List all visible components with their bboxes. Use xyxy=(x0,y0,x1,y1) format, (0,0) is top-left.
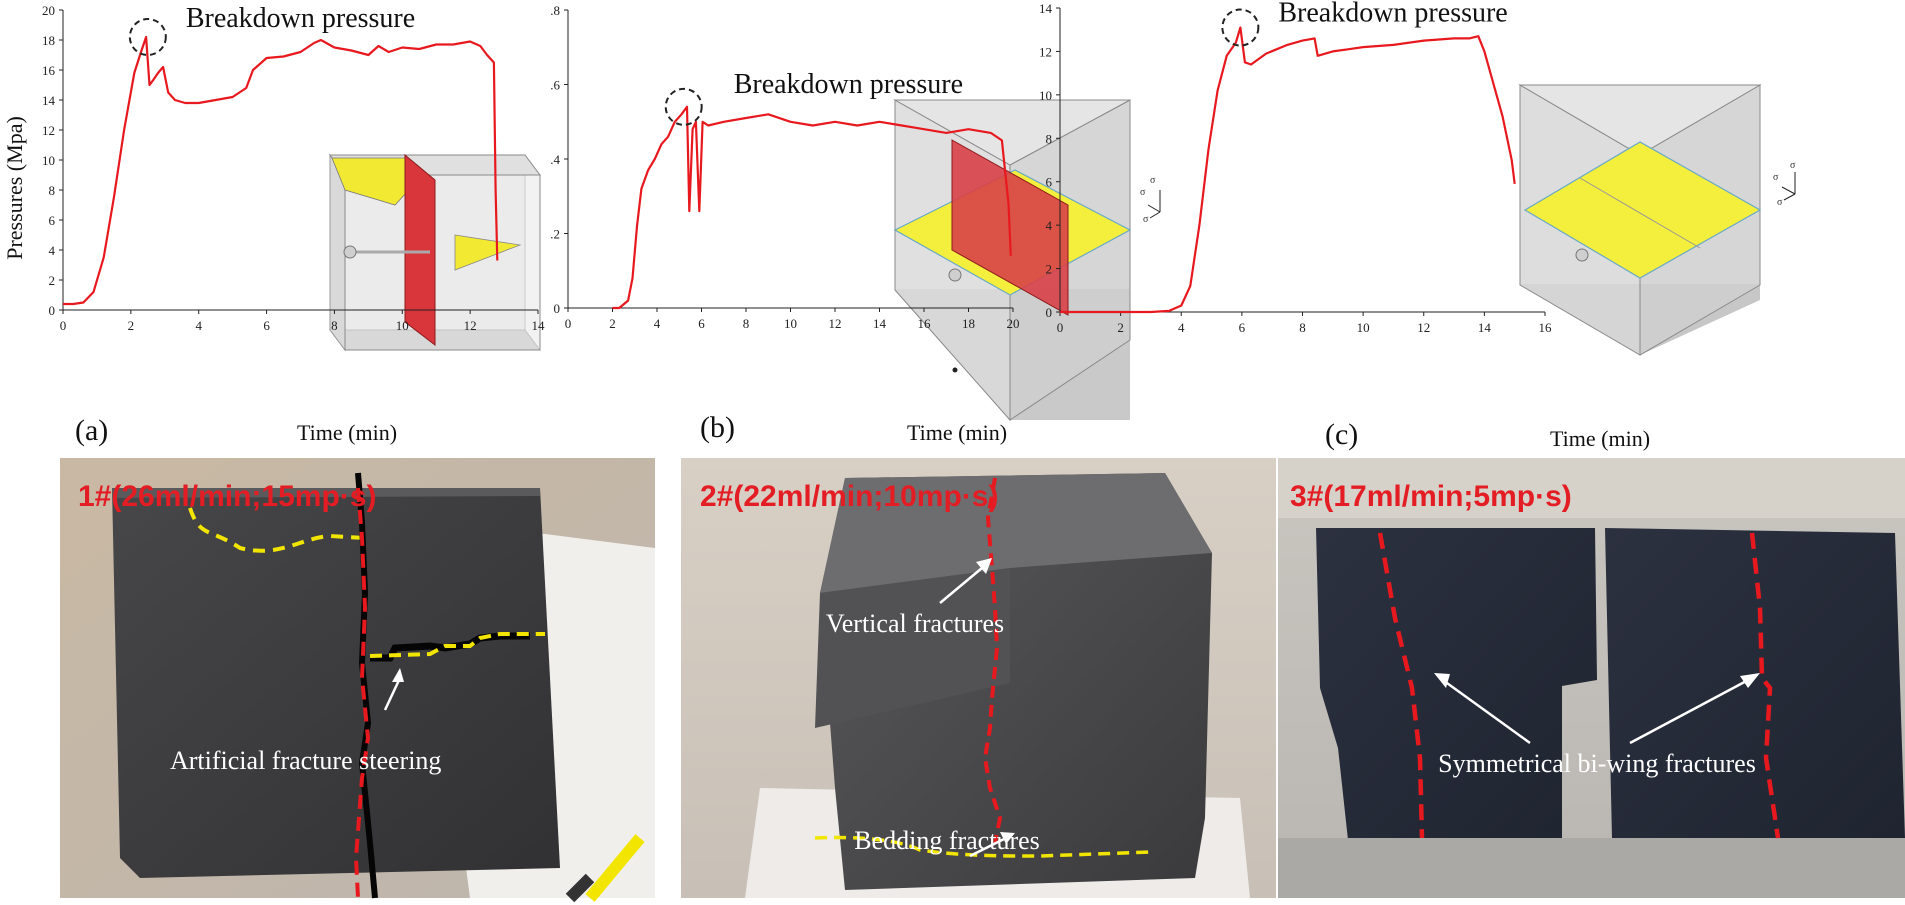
photo-title-b: 2#(22ml/min;10mp·s) xyxy=(700,480,998,513)
panel-label-b: (b) xyxy=(700,411,735,444)
x-tick-label: 4 xyxy=(654,316,661,331)
breakdown-annotation-text: Breakdown pressure xyxy=(1278,0,1507,29)
x-tick-label: 8 xyxy=(331,318,338,333)
y-tick-label: .6 xyxy=(550,78,560,93)
y-tick-label: 14 xyxy=(1039,1,1053,16)
breakdown-annotation-c: Breakdown pressure xyxy=(1221,0,1508,47)
photo-b: 2#(22ml/min;10mp·s) Vertical fractures B… xyxy=(681,458,1276,898)
x-tick-label: 0 xyxy=(1057,320,1064,335)
svg-text:σ: σ xyxy=(1150,175,1156,186)
breakdown-annotation-a: Breakdown pressure xyxy=(128,3,415,56)
y-tick-label: 18 xyxy=(42,33,55,48)
x-tick-label: 14 xyxy=(873,316,887,331)
svg-text:σ: σ xyxy=(1773,172,1779,183)
x-tick-label: 18 xyxy=(962,316,975,331)
x-tick-label: 16 xyxy=(918,316,932,331)
y-tick-label: 0 xyxy=(554,301,561,316)
breakdown-marker-circle xyxy=(1221,8,1260,47)
photo-a: 1#(26ml/min;15mp·s) Artificial fracture … xyxy=(60,458,655,903)
x-tick-label: 16 xyxy=(1539,320,1553,335)
svg-text:σ: σ xyxy=(1143,214,1149,225)
x-tick-label: 10 xyxy=(1357,320,1370,335)
y-tick-label: 10 xyxy=(1039,88,1052,103)
y-tick-label: 12 xyxy=(1039,44,1052,59)
photo-title-a: 1#(26ml/min;15mp·s) xyxy=(78,480,376,513)
y-tick-label: 2 xyxy=(1046,262,1053,277)
panel-label-a: (a) xyxy=(75,414,108,447)
fracture-label-a: Artificial fracture steering xyxy=(170,746,441,775)
photo-c: 3#(17ml/min;5mp·s) Symmetrical bi-wing f… xyxy=(1278,458,1905,898)
breakdown-marker-circle xyxy=(128,18,167,56)
y-tick-label: 2 xyxy=(49,273,56,288)
x-tick-label: 10 xyxy=(784,316,797,331)
y-tick-label: 8 xyxy=(49,183,56,198)
chart-b: σ σ σ 0 2 4 6 8 10 12 14 16 18 200.2.4.6.8 Breakdo… xyxy=(550,3,1161,445)
fracture-label-vertical: Vertical fractures xyxy=(826,609,1004,638)
x-tick-label: 12 xyxy=(829,316,842,331)
x-tick-label: 2 xyxy=(128,318,135,333)
x-tick-label: 0 xyxy=(60,318,67,333)
x-tick-label: 2 xyxy=(1117,320,1124,335)
svg-text:σ: σ xyxy=(1140,187,1146,198)
x-tick-label: 14 xyxy=(1478,320,1492,335)
breakdown-annotation-b: Breakdown pressure xyxy=(664,69,963,126)
x-tick-label: 8 xyxy=(743,316,750,331)
cube-illustration-a xyxy=(329,153,541,352)
y-tick-label: .8 xyxy=(550,3,560,18)
chart-a: 0 2 4 6 8 10 12 14 0 2 4 6 8 10 12 14 16 18 20 Breakdown p… xyxy=(2,3,545,447)
photo-panels: 1#(26ml/min;15mp·s) Artificial fracture … xyxy=(60,458,1905,903)
x-tick-label: 2 xyxy=(609,316,616,331)
x-axis-label: Time (min) xyxy=(907,420,1007,445)
y-tick-label: .4 xyxy=(550,152,560,167)
breakdown-annotation-text: Breakdown pressure xyxy=(186,3,415,34)
x-tick-label: 10 xyxy=(396,318,409,333)
x-tick-label: 12 xyxy=(1417,320,1430,335)
y-tick-label: 12 xyxy=(42,123,55,138)
x-axis-label: Time (min) xyxy=(1550,426,1650,451)
x-tick-label: 12 xyxy=(464,318,477,333)
y-tick-label: 20 xyxy=(42,3,55,18)
x-tick-label: 6 xyxy=(698,316,705,331)
x-tick-label: 4 xyxy=(1178,320,1185,335)
y-tick-label: 6 xyxy=(49,213,56,228)
y-tick-label: 14 xyxy=(42,93,56,108)
y-tick-label: 4 xyxy=(49,243,56,258)
fracture-label-bedding: Bedding fractures xyxy=(854,826,1040,855)
svg-text:σ: σ xyxy=(1777,197,1783,208)
x-tick-label: 20 xyxy=(1007,316,1020,331)
x-tick-label: 4 xyxy=(195,318,202,333)
y-tick-label: 0 xyxy=(1046,305,1053,320)
pressure-series-line xyxy=(1060,26,1516,314)
pressure-series-line xyxy=(63,35,499,306)
cube-illustration-b: σ σ σ xyxy=(893,99,1161,422)
y-tick-label: 0 xyxy=(49,303,56,318)
panel-label-c: (c) xyxy=(1325,418,1358,451)
breakdown-annotation-text: Breakdown pressure xyxy=(734,69,963,100)
pressure-series-line xyxy=(612,105,1012,310)
photo-title-c: 3#(17ml/min;5mp·s) xyxy=(1290,480,1572,513)
x-tick-label: 6 xyxy=(263,318,270,333)
chart-c: σ σ σ 0 2 4 6 8 10 12 14 16 0 2 4 6 8 10 12 14 Breakdown… xyxy=(1039,0,1796,451)
svg-text:σ: σ xyxy=(1790,160,1796,171)
y-axis-label: Pressures (Mpa) xyxy=(2,116,27,260)
axis-artifact-dot xyxy=(952,367,958,373)
fracture-label-bi-wing: Symmetrical bi-wing fractures xyxy=(1438,749,1756,778)
y-tick-label: 10 xyxy=(42,153,55,168)
x-tick-label: 0 xyxy=(565,316,572,331)
y-tick-label: .2 xyxy=(550,227,560,242)
y-tick-label: 16 xyxy=(42,63,56,78)
cube-illustration-c: σ σ σ xyxy=(1518,84,1796,356)
x-tick-label: 14 xyxy=(532,318,546,333)
x-tick-label: 6 xyxy=(1239,320,1246,335)
x-tick-label: 8 xyxy=(1299,320,1306,335)
y-tick-label: 8 xyxy=(1046,131,1053,146)
y-tick-label: 6 xyxy=(1046,175,1053,190)
breakdown-marker-circle xyxy=(664,87,703,126)
x-axis-label: Time (min) xyxy=(297,420,397,445)
y-tick-label: 4 xyxy=(1046,218,1053,233)
